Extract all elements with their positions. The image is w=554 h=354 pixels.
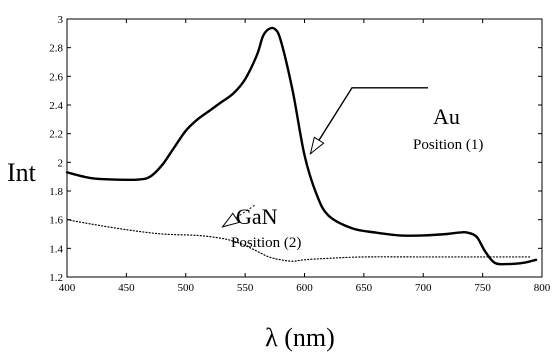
series-group: [65, 26, 538, 266]
x-tick-label: 750: [474, 282, 491, 294]
x-tick-label: 600: [296, 282, 313, 294]
au-annotation-sublabel: Position (1): [413, 137, 483, 153]
axis-ticks: 400 450 500 550 600 650 700 750 800 1.2 1.4 1.6 1.8 2…: [49, 14, 551, 294]
x-tick-label: 700: [415, 282, 432, 294]
y-tick-label: 2.4: [49, 100, 63, 112]
x-tick-label: 500: [178, 282, 195, 294]
y-tick-label: 2.6: [49, 71, 63, 83]
series-line-1-solid: [65, 26, 538, 266]
au-leader-line: [309, 87, 428, 155]
gan-annotation-label: GaN: [236, 204, 278, 229]
y-tick-label: 1.6: [49, 215, 63, 227]
x-tick-label: 800: [534, 282, 551, 294]
series-line-2-dotted: [66, 219, 531, 262]
au-arrow-head: [309, 136, 325, 156]
au-annotation-label: Au: [433, 104, 460, 129]
y-axis-title: Int: [7, 158, 37, 187]
x-tick-label: 650: [356, 282, 373, 294]
x-tick-label: 450: [118, 282, 135, 294]
annotations-group: Au Position (1) GaN Position (2): [221, 87, 483, 251]
x-tick-label: 550: [237, 282, 254, 294]
y-tick-label: 2.2: [49, 129, 63, 141]
x-axis-title: λ (nm): [265, 323, 335, 352]
y-tick-label: 2.8: [49, 43, 63, 55]
gan-annotation-sublabel: Position (2): [231, 235, 301, 251]
gan-arrow-head: [221, 212, 240, 228]
x-tick-label: 400: [59, 282, 76, 294]
y-tick-label: 3: [58, 14, 64, 26]
y-tick-label: 1.4: [49, 243, 63, 255]
y-tick-label: 1.2: [49, 272, 63, 284]
y-tick-label: 1.8: [49, 186, 63, 198]
y-tick-label: 2: [58, 157, 64, 169]
